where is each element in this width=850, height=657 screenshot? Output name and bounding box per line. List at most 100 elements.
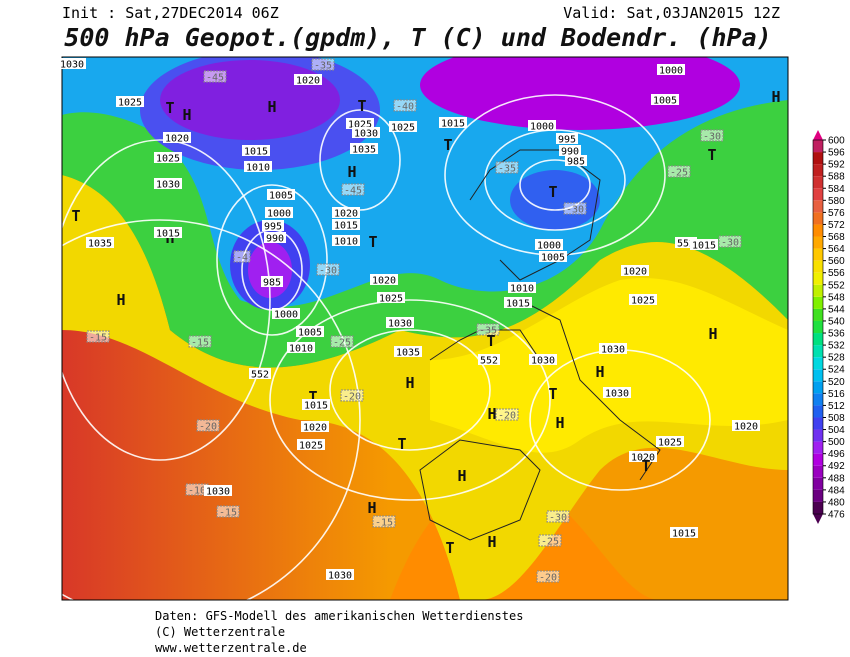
isobar-label: 1025 [156, 154, 180, 165]
colorbar-label: 476 [828, 510, 845, 521]
pressure-center-label: T [397, 435, 406, 453]
isobar-label: 1025 [379, 294, 403, 305]
isobar-label-box [556, 133, 578, 144]
valid-time: Valid: Sat,03JAN2015 12Z [563, 4, 780, 22]
pressure-center-label: T [71, 207, 80, 225]
temperature-label: -25 [670, 168, 688, 179]
temperature-label: -25 [541, 537, 559, 548]
temperature-label-box [196, 419, 220, 432]
isobar-label: 1000 [537, 241, 561, 252]
isobar-label-box [370, 274, 398, 285]
isobar-label: 1000 [274, 310, 298, 321]
temperature-label: -35 [314, 61, 332, 72]
isobar-label-box [539, 251, 567, 262]
temperature-label-box [667, 165, 691, 178]
colorbar-label: 564 [828, 244, 845, 255]
colorbar-label: 596 [828, 148, 845, 159]
isobar-label-box [163, 132, 191, 143]
isobar-label-box [332, 207, 360, 218]
temperature-label-box [316, 263, 340, 276]
isobar-label-box [302, 399, 330, 410]
isobar-label-box [603, 387, 631, 398]
colorbar-label: 528 [828, 353, 845, 364]
isobar-label: 1030 [328, 571, 352, 582]
pressure-center-label: T [165, 99, 174, 117]
temperature-label-box [563, 202, 587, 215]
isobar-label-box [732, 420, 760, 431]
temperature-label-box [311, 58, 335, 71]
pressure-center-label: T [641, 457, 650, 475]
isobar-label-box [264, 232, 286, 243]
pressure-center-label: T [443, 136, 452, 154]
isobar-label: 1035 [352, 145, 376, 156]
temperature-label: -10 [188, 486, 206, 497]
colorbar-cell [813, 236, 823, 249]
temperature-label: -20 [498, 411, 516, 422]
isobar-label: 1020 [372, 276, 396, 287]
isobar-label: 1030 [388, 319, 412, 330]
colorbar-cell [813, 333, 823, 346]
colorbar-cell [813, 224, 823, 237]
fill [510, 170, 600, 230]
isobar-label: 1005 [653, 96, 677, 107]
isobar-label-box [352, 127, 380, 138]
colorbar-label: 492 [828, 461, 845, 472]
isobar-label: 985 [567, 157, 585, 168]
temperature-label-box [216, 505, 240, 518]
fill [160, 60, 340, 140]
isobar-label-box [297, 439, 325, 450]
isobar-label: 552 [251, 370, 269, 381]
isobar-label: 1015 [244, 147, 268, 158]
isobar-label-box [629, 294, 657, 305]
isobar-label: 1000 [530, 122, 554, 133]
isobar-label: 1015 [692, 241, 716, 252]
pressure-center-label: T [548, 385, 557, 403]
isobar-label: 1015 [506, 299, 530, 310]
isobar-label: 1035 [88, 239, 112, 250]
colorbar-top-arrow [813, 130, 823, 140]
colorbar-label: 584 [828, 184, 845, 195]
isobar-label-box [690, 239, 718, 250]
isobar-label: 552 [480, 356, 498, 367]
pressure-center-label: H [267, 98, 276, 116]
isobar-label-box [529, 354, 557, 365]
isobar-label: 1005 [269, 191, 293, 202]
colorbar-cell [813, 501, 823, 514]
temperature-label: -15 [191, 338, 209, 349]
isobar-label: 1015 [672, 529, 696, 540]
colorbar-cell [813, 393, 823, 406]
temperature-label: -45 [206, 73, 224, 84]
colorbar-cell [813, 489, 823, 502]
isobar-label-box [244, 161, 272, 172]
colorbar-label: 588 [828, 172, 845, 183]
isobar-label: 1030 [605, 389, 629, 400]
yellow-fill [62, 175, 788, 600]
map-frame [61, 56, 789, 601]
isobar-label-box [332, 219, 360, 230]
isobar-label-box [301, 421, 329, 432]
temperature-label: -15 [219, 508, 237, 519]
isobar-label-box [116, 96, 144, 107]
temperature-label: -30 [703, 132, 721, 143]
colorbar-cell [813, 200, 823, 213]
colorbar-cell [813, 405, 823, 418]
colorbar-cell [813, 417, 823, 430]
isobar-label: 1015 [156, 229, 180, 240]
pressure-center-label: H [771, 88, 780, 106]
isobar-label-box [249, 368, 271, 379]
colorbar-label: 496 [828, 449, 845, 460]
colorbar-cell [813, 369, 823, 382]
temperature-label-box [86, 330, 110, 343]
colorbar-label: 512 [828, 401, 845, 412]
colorbar-bottom-arrow [813, 514, 823, 524]
isobar-label: 1020 [165, 134, 189, 145]
colorbar-label: 592 [828, 160, 845, 171]
colorbar-label: 508 [828, 413, 845, 424]
footer-source: Daten: GFS-Modell des amerikanischen Wet… [155, 609, 523, 623]
temperature-label-box [393, 99, 417, 112]
temperature-label: -35 [498, 164, 516, 175]
init-time: Init : Sat,27DEC2014 06Z [62, 4, 279, 22]
temperature-label: -45 [344, 186, 362, 197]
temperature-label-box [495, 161, 519, 174]
